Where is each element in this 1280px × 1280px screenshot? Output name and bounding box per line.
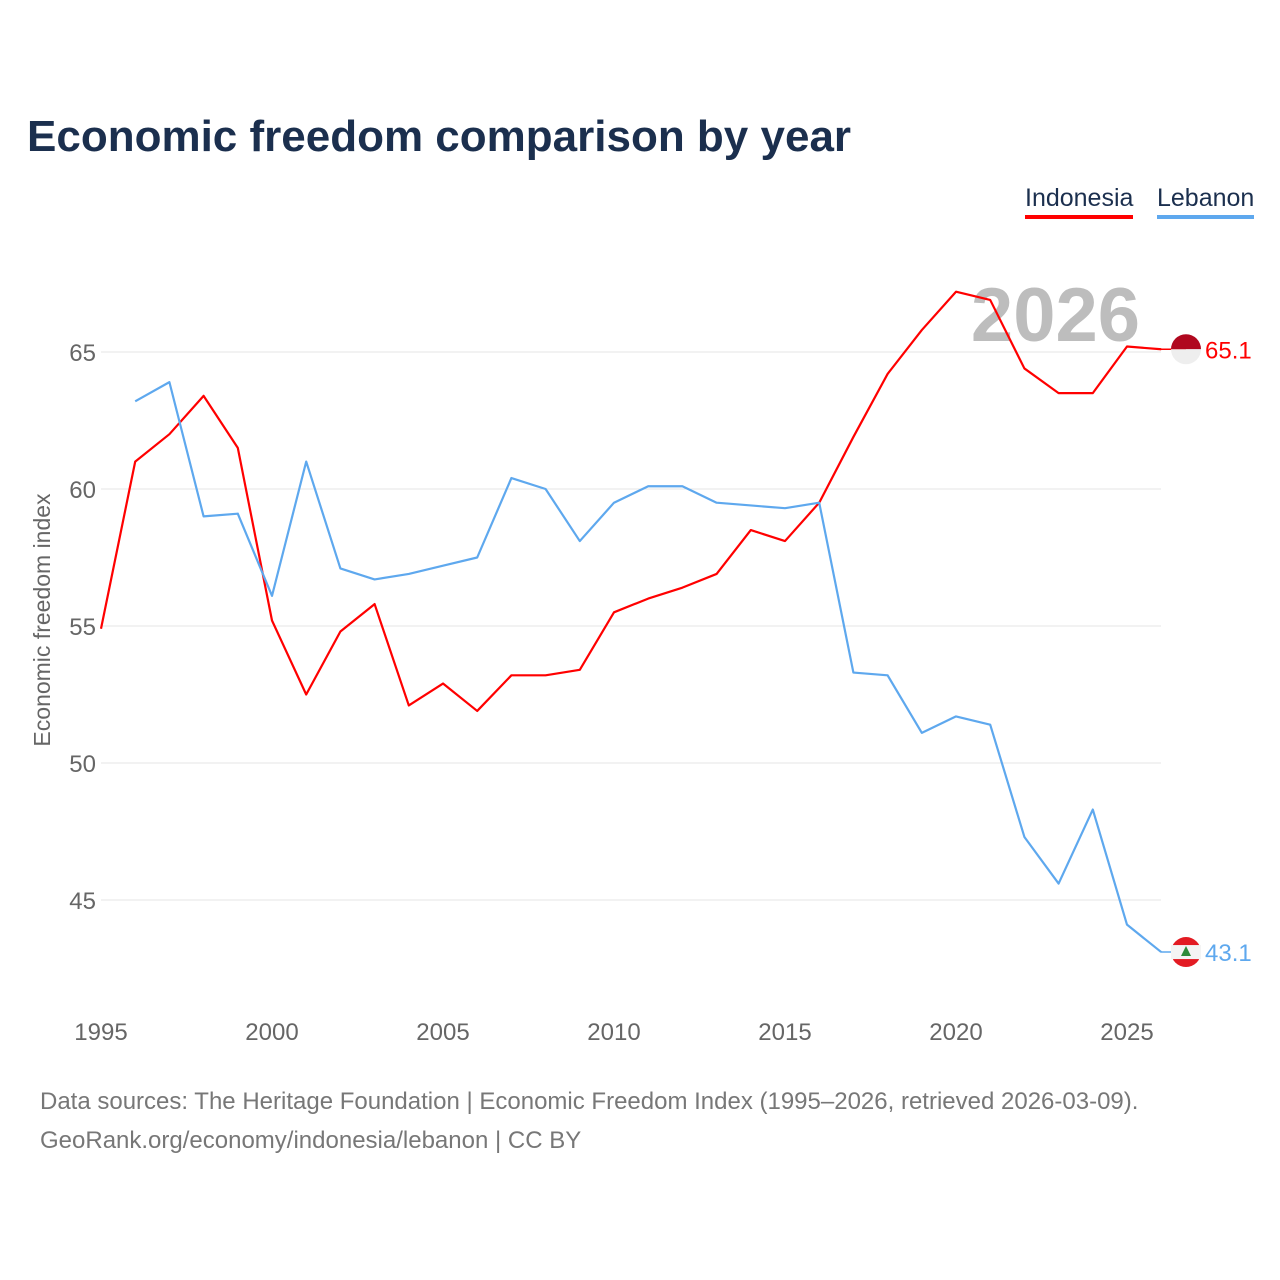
- source-note: Data sources: The Heritage Foundation | …: [40, 1088, 1139, 1115]
- x-tick-label: 2010: [587, 1019, 640, 1046]
- y-tick-label: 45: [69, 888, 96, 915]
- x-tick-label: 2025: [1100, 1019, 1153, 1046]
- series-line-indonesia: [99, 290, 1162, 713]
- y-tick-label: 55: [69, 614, 96, 641]
- end-value-label: 65.1: [1205, 337, 1252, 364]
- legend-item-indonesia[interactable]: Indonesia: [1025, 184, 1134, 219]
- flag-icon-indonesia-top: [1171, 334, 1201, 350]
- y-tick-label: 50: [69, 751, 96, 778]
- flag-icon-indonesia-bottom: [1171, 349, 1201, 365]
- end-value-label: 43.1: [1205, 940, 1252, 967]
- chart-title: Economic freedom comparison by year: [27, 112, 852, 161]
- source-url: GeoRank.org/economy/indonesia/lebanon | …: [40, 1127, 582, 1154]
- cedar-icon: [1181, 946, 1191, 957]
- year-watermark: 2026: [971, 273, 1140, 358]
- x-tick-label: 2000: [245, 1019, 298, 1046]
- y-axis-label: Economic freedom index: [29, 493, 55, 747]
- x-tick-label: 2020: [929, 1019, 982, 1046]
- flag-icon-lebanon: [1171, 937, 1201, 968]
- y-tick-label: 60: [69, 477, 96, 504]
- x-tick-label: 2005: [416, 1019, 469, 1046]
- y-tick-label: 65: [69, 340, 96, 367]
- legend-item-lebanon[interactable]: Lebanon: [1157, 184, 1255, 219]
- series-line-lebanon: [134, 381, 1162, 953]
- flag-icon-lebanon-band: [1171, 945, 1201, 960]
- x-tick-label: 2015: [758, 1019, 811, 1046]
- x-tick-label: 1995: [74, 1019, 127, 1046]
